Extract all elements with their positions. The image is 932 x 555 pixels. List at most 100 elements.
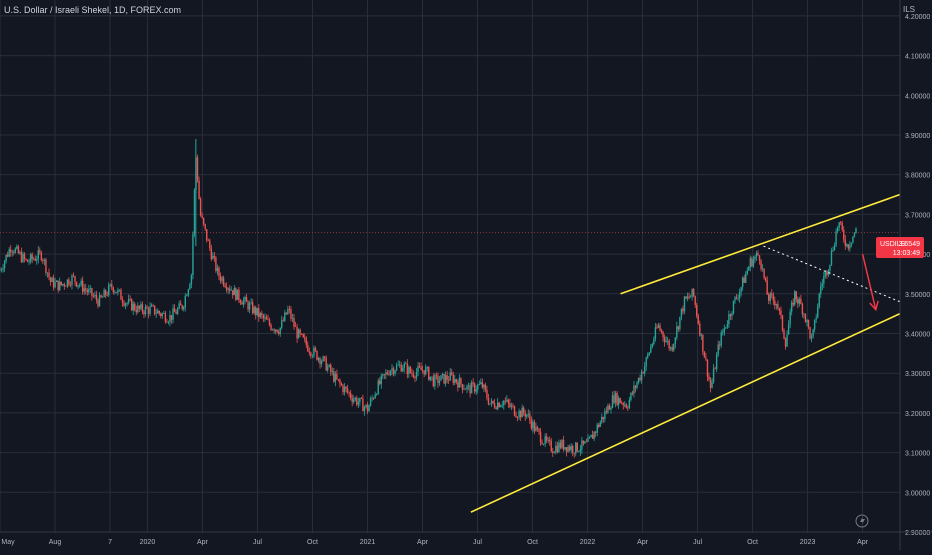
- candle-body: [66, 279, 69, 287]
- candle-body: [599, 421, 601, 427]
- candle-body: [673, 343, 675, 351]
- candle-body: [523, 407, 525, 414]
- time-axis[interactable]: May Aug 7 2020 Apr Jul Oct 2021 Apr Jul Oct 2022 Apr…: [0, 531, 932, 546]
- candle-body: [496, 402, 499, 410]
- projection-arrow-head[interactable]: [869, 300, 879, 312]
- candle-body: [585, 441, 588, 443]
- candle-body: [778, 308, 781, 311]
- candle-body: [336, 374, 338, 380]
- candle-body: [287, 308, 289, 315]
- candle-body: [741, 277, 744, 288]
- candle-body: [621, 403, 623, 404]
- candle-body: [186, 295, 188, 297]
- candle-body: [45, 259, 47, 273]
- candle-body: [510, 405, 513, 407]
- candle-body: [291, 318, 294, 319]
- projection-arrow-shaft[interactable]: [861, 253, 877, 310]
- candle-body: [288, 308, 291, 310]
- candle-body: [360, 397, 363, 399]
- candle-body: [748, 266, 750, 271]
- lightning-icon[interactable]: [855, 514, 869, 528]
- candle-body: [443, 373, 445, 384]
- candle-body: [345, 386, 347, 389]
- candle-body: [550, 441, 552, 452]
- candle-body: [714, 368, 716, 370]
- upper-channel-line[interactable]: [620, 193, 901, 295]
- candle-body: [23, 253, 26, 259]
- candle-body: [202, 217, 205, 225]
- candle-body: [836, 227, 839, 232]
- candle-body: [689, 296, 692, 298]
- candle-body: [323, 356, 326, 358]
- candle-body: [579, 449, 582, 452]
- candle-body: [835, 231, 837, 246]
- candle-body: [853, 233, 856, 237]
- candle-body: [631, 392, 634, 394]
- candle-body: [593, 431, 595, 439]
- candle-body: [198, 180, 200, 199]
- candle-body: [65, 286, 67, 287]
- candle-body: [146, 306, 148, 309]
- candle-body: [524, 413, 526, 417]
- candle-body: [625, 404, 627, 408]
- candle-body: [639, 377, 641, 380]
- price-label-background: [876, 237, 924, 258]
- candle-body: [588, 437, 591, 439]
- candle-body: [777, 304, 779, 309]
- candle-body: [662, 331, 664, 338]
- candle-body: [111, 284, 113, 288]
- candle-body: [728, 314, 730, 325]
- candle-body: [245, 297, 248, 302]
- candle-body: [6, 254, 9, 257]
- candle-body: [679, 316, 681, 330]
- candle-body: [640, 372, 643, 380]
- candle-body: [755, 253, 758, 257]
- x-tick-label: Oct: [747, 539, 758, 546]
- candle-body: [463, 388, 465, 390]
- candle-body: [666, 340, 669, 342]
- candle-body: [487, 398, 490, 405]
- candle-body: [555, 445, 557, 453]
- candle-body: [490, 400, 493, 404]
- candle-body: [850, 242, 853, 246]
- candle-body: [141, 304, 144, 312]
- candle-body: [605, 411, 608, 413]
- candle-body: [553, 452, 556, 454]
- y-tick-label: 4.10000: [905, 54, 930, 61]
- candle-body: [723, 328, 725, 333]
- candle-body: [545, 436, 548, 441]
- candle-body: [389, 370, 392, 375]
- candle-body: [371, 397, 373, 399]
- candle-body: [696, 305, 698, 316]
- candle-body: [5, 254, 7, 262]
- candle-body: [230, 290, 232, 291]
- candle-body: [39, 250, 41, 253]
- candle-body: [320, 361, 323, 365]
- candle-body: [665, 340, 667, 343]
- candle-body: [0, 269, 3, 271]
- x-tick-label: Oct: [307, 539, 318, 546]
- candle-body: [539, 431, 542, 443]
- candle-body: [155, 313, 157, 315]
- price-label-value: 3.6549: [899, 241, 921, 248]
- candle-body: [761, 268, 764, 270]
- lower-channel-line[interactable]: [470, 312, 901, 513]
- candle-body: [2, 268, 4, 270]
- x-tick-label: Jul: [253, 539, 262, 546]
- candle-body: [149, 306, 151, 314]
- candle-body: [189, 284, 191, 290]
- candle-body: [124, 303, 127, 306]
- candle-body: [57, 280, 59, 291]
- candle-body: [157, 310, 159, 314]
- candle-body: [115, 291, 118, 293]
- x-tick-label: 2021: [360, 539, 376, 546]
- candle-body: [630, 392, 632, 400]
- candle-body: [123, 302, 125, 306]
- candle-body: [817, 306, 819, 318]
- candle-body: [161, 313, 164, 316]
- candle-body: [34, 258, 36, 261]
- candle-body: [74, 276, 76, 282]
- candle-body: [477, 384, 479, 390]
